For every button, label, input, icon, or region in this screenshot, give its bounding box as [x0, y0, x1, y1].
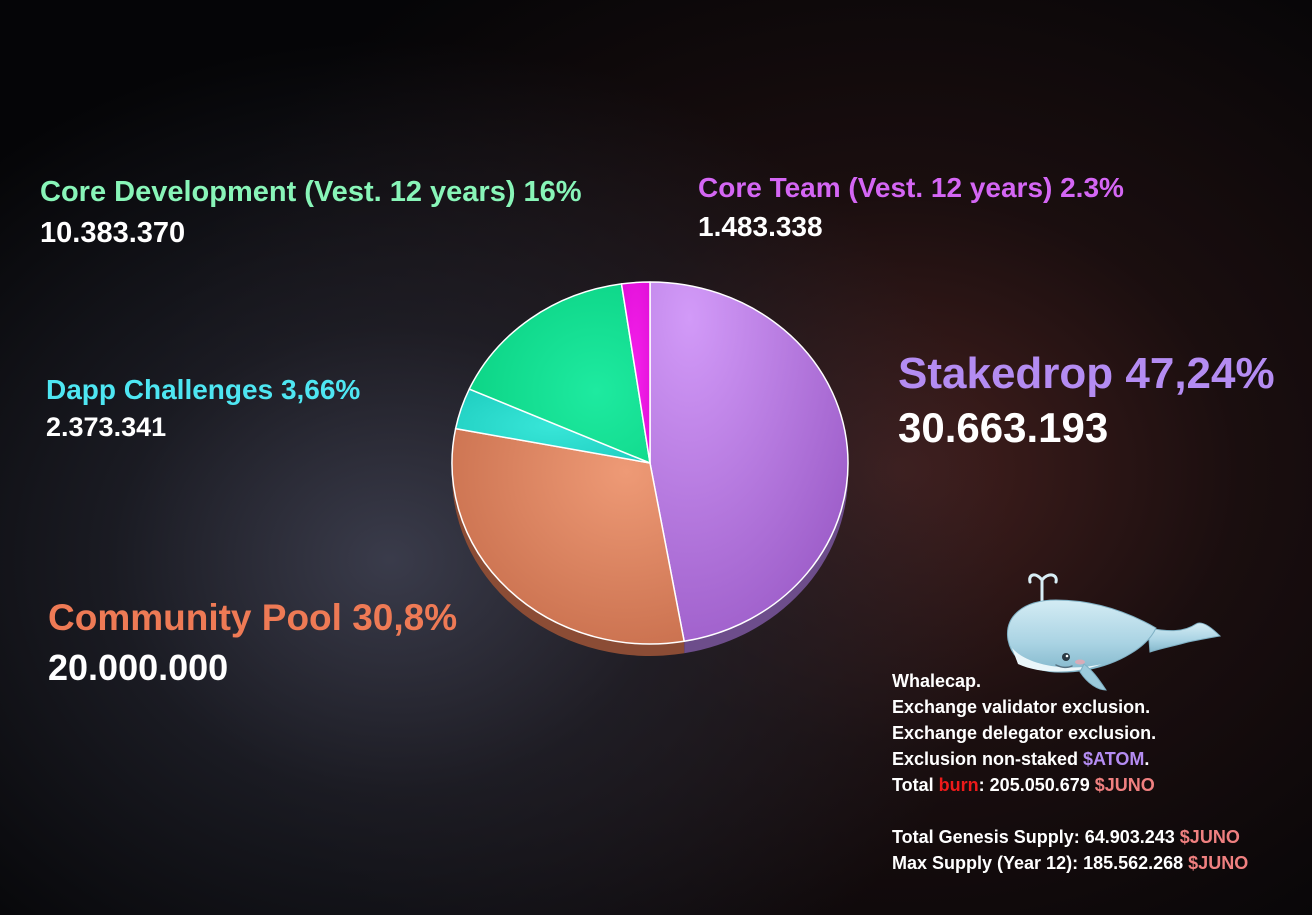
core-development-name: Core Development (Vest. 12 years) 16% [40, 176, 582, 208]
note-max-prefix: Max Supply (Year 12): 185.562.268 [892, 853, 1189, 873]
pie-slice-stakedrop-side [684, 463, 848, 654]
community-pool-name: Community Pool 30,8% [48, 597, 458, 638]
note-max-supply: Max Supply (Year 12): 185.562.268 $JUNO [892, 850, 1248, 876]
community-pool-value: 20.000.000 [48, 647, 229, 688]
pie-slice-community-pool [451, 427, 685, 645]
juno-token-genesis: $JUNO [1179, 827, 1240, 847]
note-non-staked: Exclusion non-staked $ATOM. [892, 746, 1248, 772]
note-delegator-exclusion: Exchange delegator exclusion. [892, 723, 1157, 743]
pie-slices [451, 281, 849, 645]
note-burn-prefix: Total [892, 775, 939, 795]
notes-spacer [892, 798, 1248, 824]
whale-icon [1007, 573, 1222, 691]
pie-slice-stakedrop [649, 281, 849, 643]
note-validator-exclusion: Exchange validator exclusion. [892, 697, 1151, 717]
stakedrop-name: Stakedrop 47,24% [898, 349, 1275, 398]
core-team-value: 1.483.338 [698, 211, 823, 242]
dapp-challenges-label: Dapp Challenges 3,66% 2.373.341 [46, 373, 360, 443]
pie-depth-layer [452, 463, 848, 656]
note-non-staked-prefix: Exclusion non-staked [892, 749, 1084, 769]
note-total-burn: Total burn: 205.050.679 $JUNO [892, 772, 1248, 798]
note-whalecap: Whalecap. [892, 671, 982, 691]
pie-slice-core-development [468, 283, 651, 464]
note-non-staked-suffix: . [1144, 749, 1150, 769]
burn-word: burn [938, 775, 979, 795]
stakedrop-value: 30.663.193 [898, 404, 1109, 451]
core-team-label: Core Team (Vest. 12 years) 2.3% 1.483.33… [698, 171, 1124, 244]
note-genesis-prefix: Total Genesis Supply: 64.903.243 [892, 827, 1180, 847]
stakedrop-label: Stakedrop 47,24% 30.663.193 [898, 348, 1275, 453]
core-development-value: 10.383.370 [40, 217, 186, 249]
notes-block: Whalecap. Exchange validator exclusion. … [892, 668, 1248, 876]
juno-token-burn: $JUNO [1094, 775, 1155, 795]
dapp-challenges-value: 2.373.341 [46, 412, 167, 442]
core-team-name: Core Team (Vest. 12 years) 2.3% [698, 172, 1124, 203]
pie-slice-core-team [620, 281, 651, 464]
community-pool-label: Community Pool 30,8% 20.000.000 [48, 596, 457, 690]
atom-token: $ATOM [1083, 749, 1145, 769]
core-development-label: Core Development (Vest. 12 years) 16% 10… [40, 175, 582, 250]
dapp-challenges-name: Dapp Challenges 3,66% [46, 374, 361, 405]
note-genesis-supply: Total Genesis Supply: 64.903.243 $JUNO [892, 824, 1248, 850]
juno-token-max: $JUNO [1188, 853, 1249, 873]
note-burn-amount: : 205.050.679 [978, 775, 1095, 795]
